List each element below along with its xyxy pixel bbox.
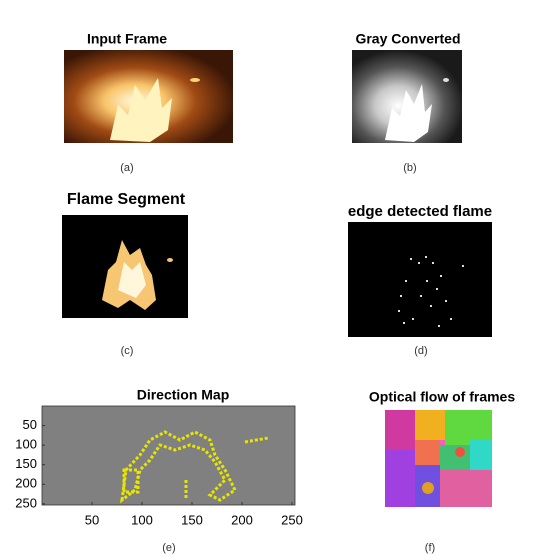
panel-title: Optical flow of frames [369,389,515,405]
panel-title: Flame Segment [67,191,186,208]
panel-title: Input Frame [87,31,167,47]
input-frame-image [64,50,233,143]
y-tick-label: 50 [23,417,37,432]
y-tick-label: 150 [15,456,37,471]
x-tick-label: 150 [181,512,203,527]
y-tick-label: 100 [15,437,37,452]
y-tick-label: 200 [15,476,37,491]
panel-caption: (a) [120,162,133,174]
edge-image [348,222,492,337]
segment-image [62,215,188,318]
panel-caption: (d) [414,345,427,357]
x-tick-label: 200 [231,512,253,527]
y-tick-label: 250 [15,495,37,510]
direction-map [42,406,295,505]
panel-caption: (c) [121,345,134,357]
optical-flow-image [385,410,492,507]
x-tick-label: 250 [281,512,303,527]
panel-title: edge detected flame [348,203,492,220]
x-tick-label: 100 [131,512,153,527]
panel-caption: (f) [425,542,435,554]
x-tick-label: 50 [85,512,99,527]
panel-title: Direction Map [137,387,230,403]
panel-title: Gray Converted [355,31,460,47]
gray-image [352,50,462,143]
panel-caption: (e) [162,542,175,554]
figure: Input Frame (a) Gray Converted (b) Flame… [0,0,535,558]
panel-caption: (b) [403,162,416,174]
